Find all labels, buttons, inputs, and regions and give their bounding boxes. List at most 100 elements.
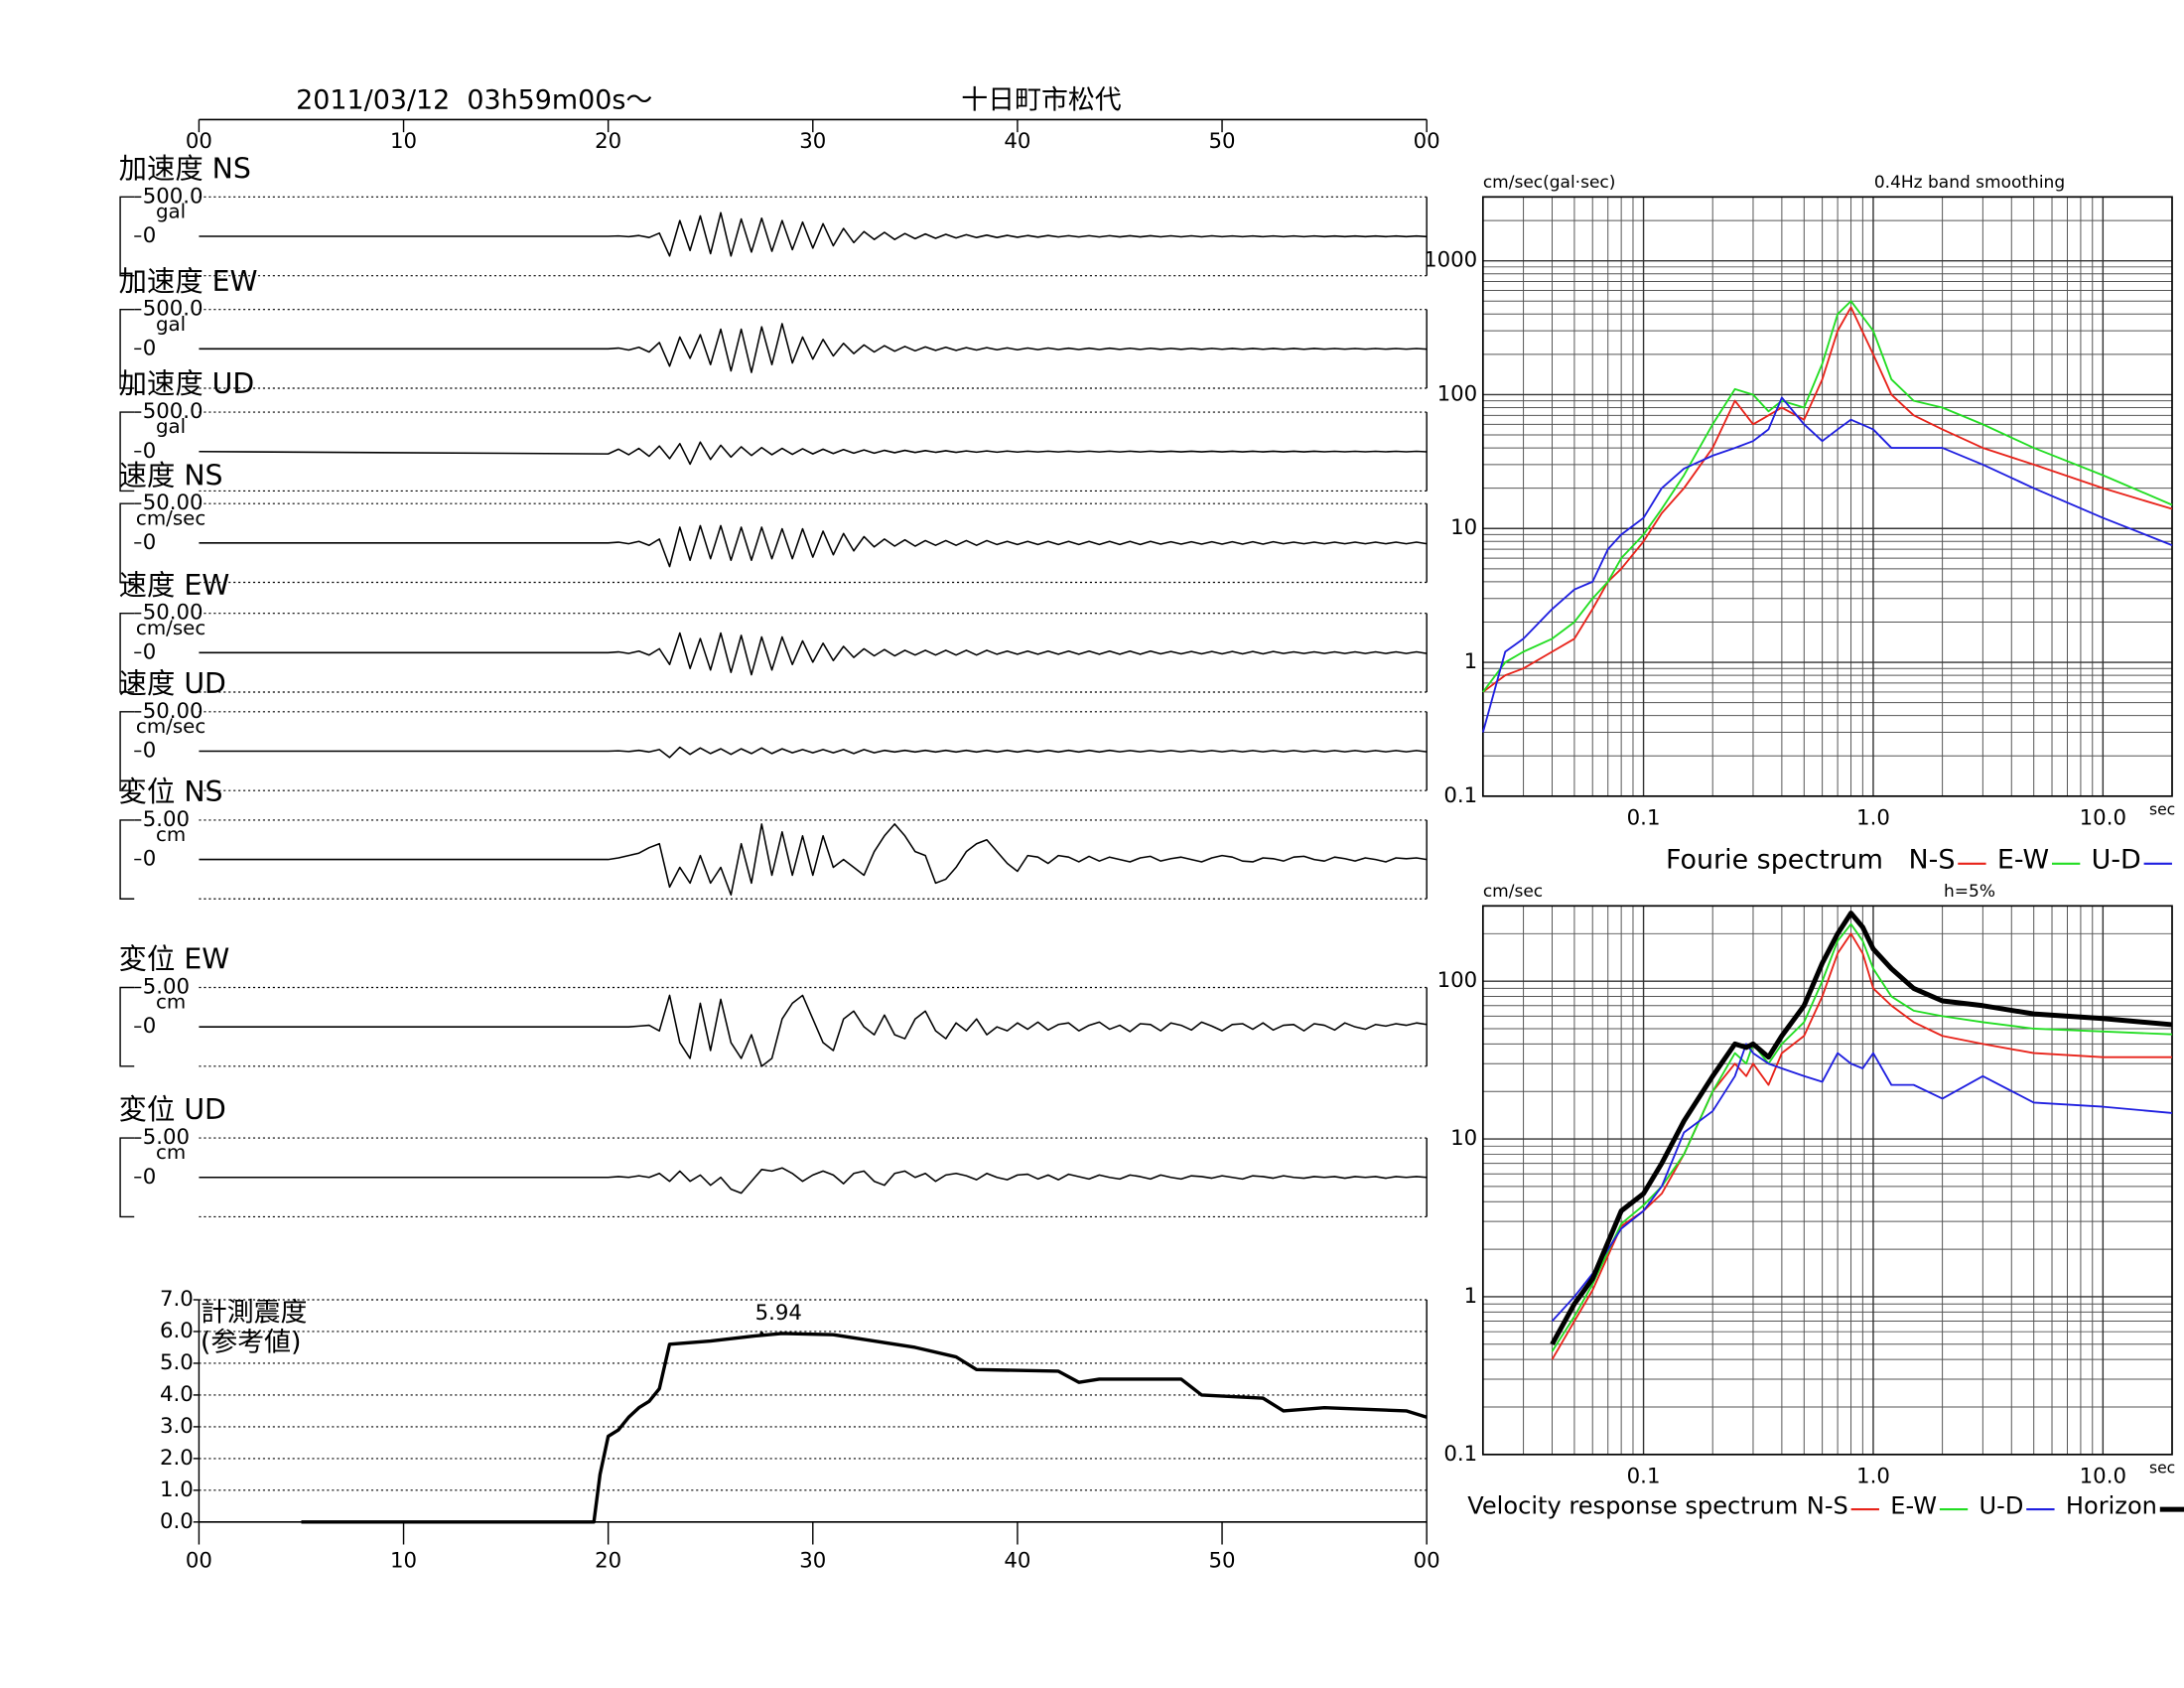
y-tick-label: 0: [143, 1014, 157, 1039]
spectrum-line: [1550, 911, 2173, 1345]
waveform: [199, 211, 1428, 257]
legend-label: U-D: [1979, 1491, 2024, 1519]
panel-unit: gal: [156, 415, 186, 438]
y-tick-label: 50.00: [143, 601, 204, 626]
y-tick-label: 10: [1450, 515, 1477, 540]
x-tick-label: 20: [595, 129, 621, 154]
y-tick-label: 1: [1464, 649, 1478, 674]
legend-label: N-S: [1909, 845, 1956, 876]
x-tick-label: 10: [390, 129, 417, 154]
x-tick-label: 40: [1004, 129, 1030, 154]
plot-frame: [1481, 196, 2173, 797]
legend-label: U-D: [2092, 845, 2141, 876]
y-tick-label: 7.0: [160, 1287, 194, 1312]
panel-bracket: [119, 308, 135, 389]
panel-unit: cm: [156, 1141, 186, 1164]
panel-name: 加速度 UD: [119, 367, 255, 400]
y-tick-label: 1.0: [160, 1477, 194, 1502]
panel-bracket: [119, 711, 135, 791]
panel-name: 変位 UD: [119, 1093, 226, 1126]
y-tick-label: 0: [143, 336, 157, 360]
x-unit: sec: [2149, 1460, 2175, 1477]
spectrum-line: [1551, 922, 2173, 1352]
y-axis-label: (参考値): [201, 1327, 302, 1357]
panel-name: 変位 NS: [119, 775, 223, 808]
y-tick-label: 6.0: [160, 1319, 194, 1343]
waveform: [199, 994, 1428, 1067]
x-tick-label: 1.0: [1856, 806, 1890, 831]
x-tick-label: 40: [1004, 1549, 1030, 1574]
waveform: [199, 441, 1428, 466]
panel-unit: cm/sec: [136, 715, 205, 738]
x-tick-label: 10.0: [2080, 806, 2126, 831]
x-tick-label: 10: [390, 1549, 417, 1574]
spectrum-line: [1482, 306, 2173, 693]
x-tick-label: 00: [186, 129, 212, 154]
y-tick-label: 100: [1437, 381, 1478, 406]
waveform: [199, 823, 1428, 897]
y-tick-label: 0.1: [1443, 783, 1477, 808]
x-tick-label: 10.0: [2080, 1465, 2126, 1489]
chart-title: 2011/03/12 03h59m00s～: [296, 85, 652, 116]
y-tick-label: 0: [143, 530, 157, 555]
waveform: [199, 323, 1428, 373]
x-tick-label: 0.1: [1627, 1465, 1661, 1489]
panel-bracket: [119, 411, 135, 492]
y-tick-label: 4.0: [160, 1382, 194, 1407]
y-tick-label: 10: [1450, 1126, 1477, 1151]
panel-bracket: [119, 196, 135, 277]
y-tick-label: 5.00: [143, 807, 190, 832]
panel-name: 加速度 EW: [119, 265, 258, 298]
waveform: [199, 632, 1428, 676]
y-tick-label: 0: [143, 439, 157, 464]
waveform: [199, 746, 1428, 759]
y-axis-label: 計測震度: [201, 1298, 308, 1329]
x-tick-label: 0.1: [1627, 806, 1661, 831]
panel-name: 速度 EW: [119, 569, 230, 602]
waveform: [199, 524, 1428, 568]
y-unit: cm/sec: [1483, 882, 1543, 902]
y-tick-label: 2.0: [160, 1446, 194, 1471]
legend-title: Fourie spectrum: [1666, 845, 1883, 876]
y-tick-label: 500.0: [143, 184, 204, 209]
panel-unit: cm: [156, 823, 186, 846]
panel-unit: gal: [156, 313, 186, 336]
x-tick-label: 00: [186, 1549, 212, 1574]
panel-name: 変位 EW: [119, 943, 230, 976]
y-tick-label: 0: [143, 223, 157, 248]
annotation: 5.94: [755, 1301, 802, 1326]
y-unit: cm/sec(gal·sec): [1483, 173, 1616, 193]
x-tick-label: 50: [1209, 1549, 1236, 1574]
x-tick-label: 00: [1414, 129, 1440, 154]
panel-bracket: [119, 612, 135, 693]
plot-frame: [1481, 905, 2173, 1456]
station-name: 十日町市松代: [961, 85, 1122, 116]
legend-label: N-S: [1807, 1491, 1848, 1519]
peak-marker: [759, 1332, 764, 1336]
y-tick-label: 50.00: [143, 699, 204, 724]
spectrum-line: [1481, 396, 2173, 733]
y-tick-label: 3.0: [160, 1414, 194, 1439]
legend-label: Horizon: [2066, 1491, 2157, 1519]
x-tick-label: 20: [595, 1549, 621, 1574]
y-tick-label: 0: [143, 639, 157, 664]
y-tick-label: 100: [1437, 968, 1478, 993]
y-tick-label: 5.00: [143, 975, 190, 1000]
spectrum-line: [1551, 1043, 2173, 1323]
x-tick-label: 30: [799, 129, 826, 154]
panel-bracket: [119, 1137, 135, 1218]
x-unit: sec: [2149, 801, 2175, 819]
y-tick-label: 1000: [1424, 248, 1477, 273]
panel-bracket: [119, 819, 135, 900]
legend-label: E-W: [1997, 845, 2049, 876]
y-tick-label: 0: [143, 1165, 157, 1190]
panel-bracket: [119, 986, 135, 1067]
x-tick-label: 00: [1414, 1549, 1440, 1574]
note: h=5%: [1944, 882, 1995, 902]
panel-unit: cm/sec: [136, 506, 205, 529]
y-tick-label: 1: [1464, 1284, 1478, 1309]
panel-name: 速度 UD: [119, 667, 226, 700]
y-tick-label: 0.1: [1443, 1442, 1477, 1467]
